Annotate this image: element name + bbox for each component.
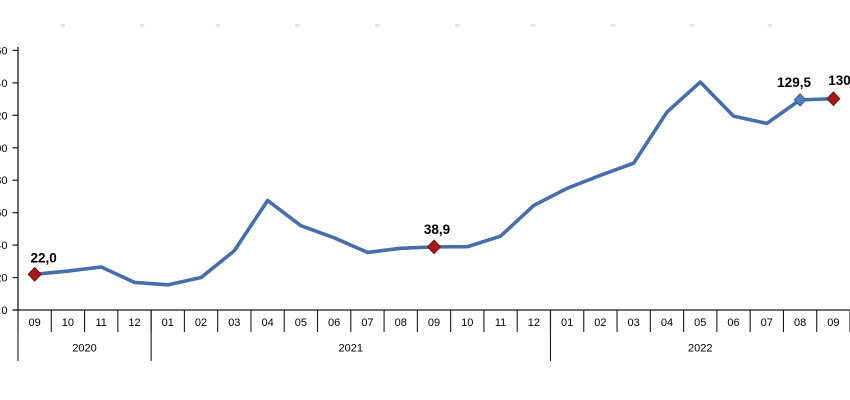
month-label: 11 — [495, 317, 506, 329]
y-tick-label: 20 — [0, 273, 8, 285]
month-label: 05 — [295, 317, 307, 329]
month-label: 10 — [461, 317, 473, 329]
month-label: 01 — [162, 317, 174, 329]
month-label: 01 — [561, 317, 573, 329]
y-tick-label: 100 — [0, 143, 8, 155]
faint-top-mark — [374, 24, 380, 27]
month-label: 04 — [661, 317, 673, 329]
data-point-marker — [793, 92, 807, 107]
month-label: 02 — [195, 317, 207, 329]
year-label: 2022 — [688, 343, 712, 355]
month-label: 05 — [694, 317, 706, 329]
y-tick-label: 0 — [1, 305, 7, 317]
series-line — [32, 80, 836, 287]
data-point-label: 38,9 — [424, 222, 450, 237]
y-tick-label: 140 — [0, 78, 8, 90]
y-tick-label: 60 — [0, 208, 8, 220]
month-label: 08 — [395, 317, 407, 329]
month-label: 04 — [261, 317, 273, 329]
month-label: 11 — [95, 317, 106, 329]
month-label: 09 — [827, 317, 839, 329]
faint-top-mark — [139, 24, 145, 27]
y-tick-label: 160 — [0, 45, 8, 57]
month-label: 09 — [428, 317, 440, 329]
month-label: 02 — [594, 317, 606, 329]
month-label: 07 — [361, 317, 373, 329]
y-tick-label: 40 — [0, 240, 8, 252]
month-label: 12 — [528, 317, 540, 329]
month-label: 07 — [761, 317, 773, 329]
month-label: 06 — [328, 317, 340, 329]
y-tick-label: 120 — [0, 110, 8, 122]
data-point-label: 130, — [828, 73, 850, 88]
data-point-marker — [426, 239, 442, 255]
y-tick-label: 80 — [0, 175, 8, 187]
year-label: 2020 — [72, 343, 96, 355]
faint-top-mark — [215, 24, 221, 27]
data-point-label: 22,0 — [30, 250, 56, 265]
data-point-label: 129,5 — [777, 75, 811, 90]
faint-top-mark — [294, 24, 300, 27]
faint-top-mark — [689, 24, 695, 27]
faint-top-mark — [454, 24, 460, 27]
month-label: 08 — [794, 317, 806, 329]
faint-top-mark — [530, 24, 536, 27]
faint-top-mark — [60, 24, 66, 27]
data-point-marker — [27, 266, 42, 282]
month-label: 03 — [628, 317, 640, 329]
month-label: 10 — [62, 317, 74, 329]
month-label: 12 — [128, 317, 140, 329]
month-label: 09 — [29, 317, 41, 329]
data-point-marker — [826, 91, 841, 107]
faint-top-mark — [767, 24, 773, 27]
month-label: 06 — [727, 317, 739, 329]
year-label: 2021 — [339, 343, 363, 355]
faint-top-mark — [610, 24, 616, 27]
month-label: 03 — [228, 317, 240, 329]
